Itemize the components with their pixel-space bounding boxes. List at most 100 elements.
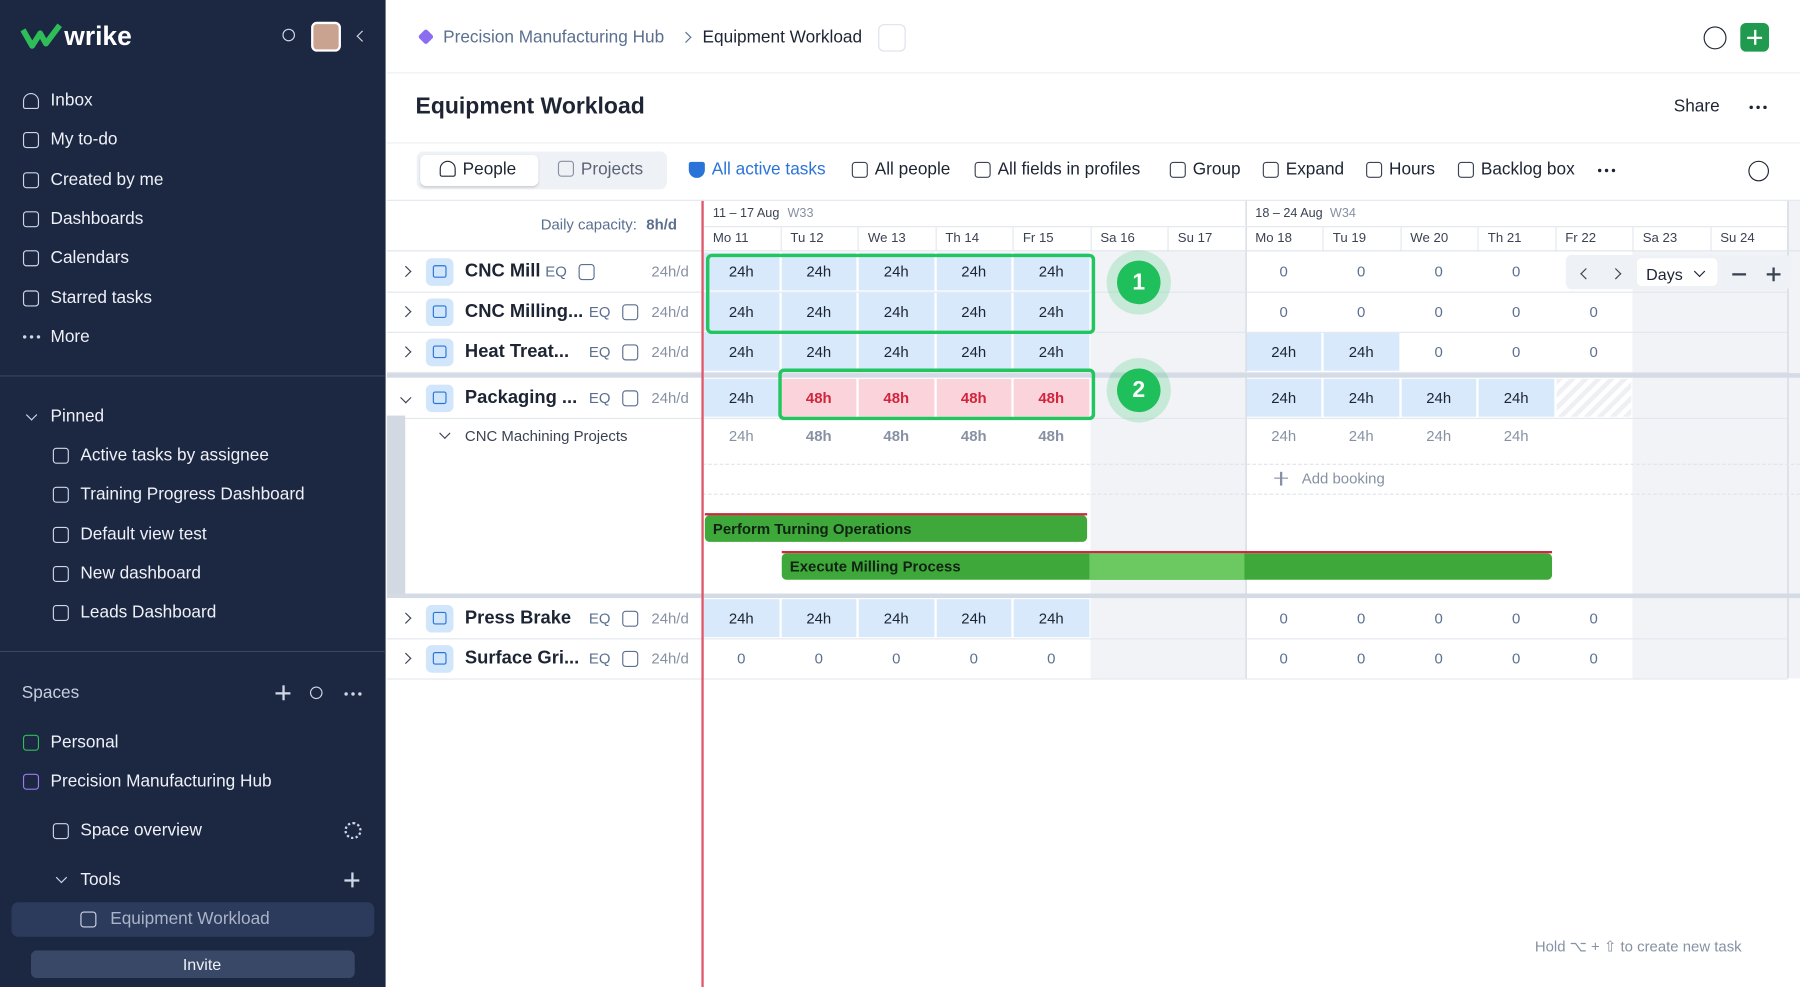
view-select[interactable] — [1636, 258, 1718, 286]
nav-item[interactable]: Created by me — [50, 169, 164, 189]
cell-value: 24h — [728, 342, 754, 360]
cell-value: 24h — [1038, 342, 1064, 360]
cell-value: 24h — [1271, 388, 1297, 406]
booking-cell — [858, 378, 934, 417]
plus-v — [1280, 471, 1282, 486]
icon — [52, 605, 69, 622]
booking-cell — [936, 599, 1012, 638]
row-name[interactable]: Heat Treat... — [464, 341, 570, 362]
booking-cell — [858, 599, 934, 638]
booking-cell — [781, 292, 857, 331]
row-capacity: 24h/d — [651, 342, 689, 360]
pinned-item[interactable]: Default view test — [80, 524, 207, 544]
nav-item[interactable]: Inbox — [50, 90, 93, 111]
space[interactable]: Personal — [50, 732, 119, 752]
nav-item[interactable]: More — [50, 326, 90, 347]
day-line — [1554, 227, 1557, 252]
day-label: We 13 — [867, 231, 906, 246]
space-item[interactable]: Tools — [80, 870, 121, 890]
row-line — [386, 678, 1788, 680]
icon — [1457, 161, 1474, 178]
icon — [1366, 161, 1383, 178]
dot — [36, 335, 41, 339]
nav-item[interactable]: My to-do — [50, 130, 118, 150]
filter[interactable]: All people — [874, 159, 951, 180]
row-name[interactable]: CNC Milling... — [464, 301, 584, 321]
row-name[interactable]: Press Brake — [464, 607, 572, 628]
add-booking[interactable]: Add booking — [1301, 469, 1385, 487]
filter[interactable]: All active tasks — [711, 159, 826, 180]
task-name: Perform Turning Operations — [712, 519, 912, 537]
booking-cell — [1246, 378, 1322, 417]
day-label: Mo 18 — [1255, 231, 1292, 246]
tab[interactable]: Projects — [580, 159, 644, 180]
cell-value: 24h — [1038, 608, 1064, 627]
cell-value: 48h — [1038, 388, 1065, 406]
booking-cell — [936, 332, 1012, 371]
divider — [0, 375, 386, 377]
icon — [974, 161, 991, 178]
cell-value: 0 — [1357, 608, 1366, 627]
filter[interactable]: All fields in profiles — [997, 159, 1141, 180]
hint: Hold ⌥ + ⇧ to create new task — [1534, 937, 1742, 956]
filter[interactable]: Hours — [1389, 159, 1435, 180]
filter[interactable]: Expand — [1285, 159, 1345, 180]
pinned-item[interactable]: Active tasks by assignee — [80, 445, 269, 465]
sidebar — [0, 0, 386, 987]
active-item — [11, 902, 375, 937]
cell-value: 0 — [1589, 608, 1598, 627]
equipment-icon — [425, 604, 454, 632]
nav-item[interactable]: Starred tasks — [50, 287, 152, 308]
filter[interactable]: Backlog box — [1480, 159, 1575, 180]
space[interactable]: Precision Manufacturing Hub — [50, 771, 272, 791]
breadcrumb[interactable]: Precision Manufacturing Hub — [443, 27, 665, 48]
nav-item[interactable]: Dashboards — [50, 208, 144, 229]
tab[interactable]: People — [462, 159, 517, 180]
cell-value: 0 — [1279, 262, 1288, 280]
pinned-item[interactable]: New dashboard — [80, 563, 201, 584]
help-icon[interactable] — [1703, 26, 1727, 50]
section-title: Pinned — [50, 406, 105, 426]
search-icon[interactable] — [309, 686, 323, 700]
row-name[interactable]: Packaging ... — [464, 387, 578, 407]
task-bar-weekend — [1089, 553, 1245, 580]
section-title: Spaces — [21, 683, 80, 703]
row-tag: EQ — [588, 649, 611, 667]
filter[interactable]: Group — [1192, 159, 1241, 180]
pin-button[interactable] — [878, 24, 906, 52]
nav-item[interactable]: Calendars — [50, 248, 130, 268]
space-item[interactable]: Space overview — [80, 820, 202, 841]
pinned-item[interactable]: Training Progress Dashboard — [80, 484, 305, 505]
row-name[interactable]: CNC Mill — [464, 261, 541, 281]
cell-value: 24h — [1503, 427, 1529, 445]
weekend-column — [1089, 251, 1168, 679]
row-tag: EQ — [588, 608, 611, 627]
cell-value: 24h — [1426, 388, 1452, 406]
space-item[interactable]: Equipment Workload — [110, 909, 270, 929]
equipment-glyph — [432, 264, 447, 278]
settings-icon[interactable] — [344, 821, 362, 840]
task-bar[interactable] — [704, 515, 1088, 542]
booking-cell — [781, 332, 857, 371]
cell-value: 24h — [961, 302, 987, 320]
equipment-glyph — [432, 344, 447, 358]
icon — [22, 132, 40, 149]
cell-value: 48h — [960, 427, 987, 445]
day-label: Tu 19 — [1332, 231, 1367, 246]
divider — [386, 142, 1800, 144]
row-name[interactable]: Surface Gri... — [464, 648, 580, 668]
share-button[interactable]: Share — [1673, 96, 1720, 116]
invite-button[interactable] — [30, 950, 355, 979]
cell-value: 0 — [1357, 302, 1366, 320]
icon — [22, 92, 40, 110]
zoom-out[interactable] — [1732, 273, 1747, 275]
divider — [702, 226, 1788, 228]
day-line — [1167, 227, 1169, 252]
week-number: W34 — [1329, 206, 1356, 221]
pinned-item[interactable]: Leads Dashboard — [80, 602, 217, 623]
booking-cell — [858, 332, 934, 371]
booking-cell — [703, 292, 779, 331]
info-icon[interactable] — [1748, 160, 1770, 182]
search-icon[interactable] — [282, 28, 296, 42]
cell-value: 24h — [806, 302, 832, 320]
